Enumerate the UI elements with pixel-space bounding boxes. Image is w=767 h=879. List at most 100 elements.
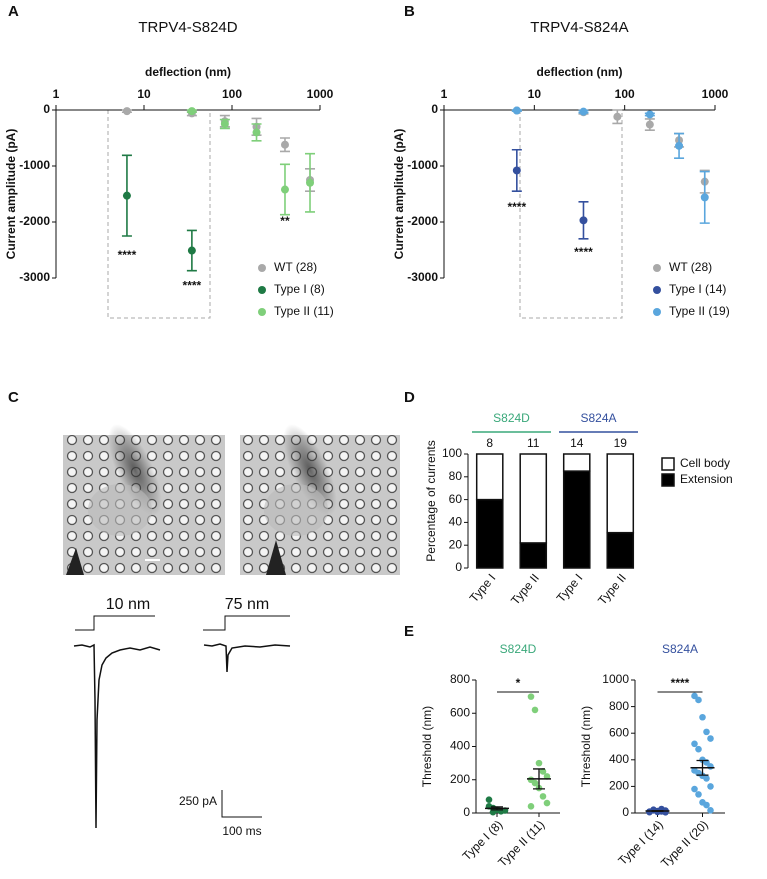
- data-point: [531, 779, 539, 787]
- legend-marker: [258, 264, 266, 272]
- data-point: [187, 246, 196, 255]
- bar-segment: [562, 453, 591, 472]
- y-tick-label: 0: [463, 805, 470, 819]
- y-tick-label: -2000: [19, 214, 50, 228]
- data-point: [691, 785, 698, 793]
- y-tick-label: 0: [622, 805, 629, 819]
- data-point: [543, 799, 551, 807]
- x-tick-label: Type I: [554, 571, 586, 605]
- stimulus-label: 10 nm: [106, 596, 150, 613]
- chart-title: TRPV4-S824D: [138, 19, 237, 36]
- data-point: [543, 773, 551, 780]
- y-tick-label: 0: [455, 560, 462, 574]
- legend-marker: [653, 286, 661, 294]
- y-tick-label: -2000: [407, 214, 438, 228]
- y-tick-label: 200: [450, 772, 470, 786]
- y-tick-label: 100: [442, 446, 462, 460]
- y-tick-label: 400: [450, 739, 470, 753]
- y-tick-label: 200: [609, 779, 629, 793]
- data-point: [187, 107, 196, 116]
- legend-label: Extension: [680, 472, 733, 486]
- annotation: **: [280, 214, 290, 228]
- annotation: ****: [507, 200, 526, 214]
- data-point: [579, 216, 588, 225]
- bar-segment: [562, 470, 591, 569]
- legend-label: WT (28): [274, 260, 317, 274]
- data-point: [707, 735, 714, 742]
- data-point: [531, 706, 539, 714]
- data-point: [220, 120, 229, 128]
- legend-label: Type II (19): [669, 304, 730, 318]
- legend-marker: [258, 286, 266, 294]
- annotation: ****: [118, 248, 137, 262]
- data-point: [485, 796, 493, 803]
- stimulus-label: 75 nm: [225, 596, 269, 613]
- legend-marker: [653, 264, 661, 272]
- stimulus-step: [75, 615, 155, 631]
- x-tick-label: 100: [615, 87, 635, 101]
- y-tick-label: 800: [450, 672, 470, 686]
- data-point: [703, 801, 710, 809]
- bar-segment: [606, 453, 635, 534]
- data-point: [613, 112, 622, 121]
- data-point: [703, 775, 710, 782]
- n-label: 14: [570, 436, 584, 450]
- micrograph: [63, 424, 225, 575]
- y-axis-label: Percentage of currents: [424, 440, 438, 561]
- data-point: [527, 693, 535, 700]
- legend-swatch: [661, 473, 675, 487]
- x-tick-label: 10: [137, 87, 151, 101]
- data-point: [539, 768, 547, 775]
- data-point: [707, 763, 714, 770]
- data-point: [512, 166, 521, 175]
- data-point: [280, 140, 289, 149]
- data-point: [512, 106, 521, 115]
- group-label: S824D: [493, 411, 530, 425]
- data-point: [122, 191, 131, 200]
- y-tick-label: 1000: [602, 672, 629, 686]
- n-label: 11: [527, 436, 540, 450]
- y-tick-label: 600: [609, 725, 629, 739]
- y-tick-label: -3000: [19, 270, 50, 284]
- x-tick-label: Type II (20): [658, 817, 711, 870]
- bar-segment: [519, 453, 548, 544]
- y-axis-label: Threshold (nm): [420, 706, 434, 787]
- data-point: [280, 185, 289, 194]
- panel-label: B: [404, 3, 415, 20]
- data-point: [539, 793, 547, 800]
- x-tick-label: 1: [53, 87, 60, 101]
- panel-label: C: [8, 389, 19, 406]
- x-tick-label: 10: [528, 87, 542, 101]
- error-bar: [533, 768, 545, 790]
- annotation: ****: [574, 245, 593, 259]
- significance-label: ****: [671, 676, 690, 690]
- data-point: [645, 110, 654, 119]
- legend-swatch: [661, 457, 675, 471]
- data-point: [535, 759, 543, 767]
- bar-segment: [606, 531, 635, 569]
- y-axis-label: Threshold (nm): [579, 706, 593, 787]
- y-tick-label: -3000: [407, 270, 438, 284]
- error-bar: [696, 759, 709, 776]
- y-tick-label: -1000: [407, 158, 438, 172]
- data-point: [579, 107, 588, 116]
- data-point: [527, 803, 535, 810]
- error-bar: [491, 806, 503, 811]
- bar-segment: [475, 453, 504, 501]
- y-tick-label: 60: [449, 492, 463, 506]
- legend-marker: [258, 308, 266, 316]
- y-tick-label: 40: [449, 515, 463, 529]
- highlight-box: [519, 109, 623, 319]
- group-label: S824A: [580, 411, 616, 425]
- bar-segment: [475, 498, 504, 569]
- data-point: [700, 193, 709, 202]
- y-tick-label: 0: [43, 102, 50, 116]
- legend-label: WT (28): [669, 260, 712, 274]
- annotation: ****: [183, 279, 202, 293]
- y-tick-label: 400: [609, 752, 629, 766]
- x-tick-label: 1000: [702, 87, 729, 101]
- panel-label: E: [404, 623, 414, 640]
- x-axis-label: deflection (nm): [537, 65, 623, 79]
- y-tick-label: 80: [449, 469, 463, 483]
- panel-label: A: [8, 3, 19, 20]
